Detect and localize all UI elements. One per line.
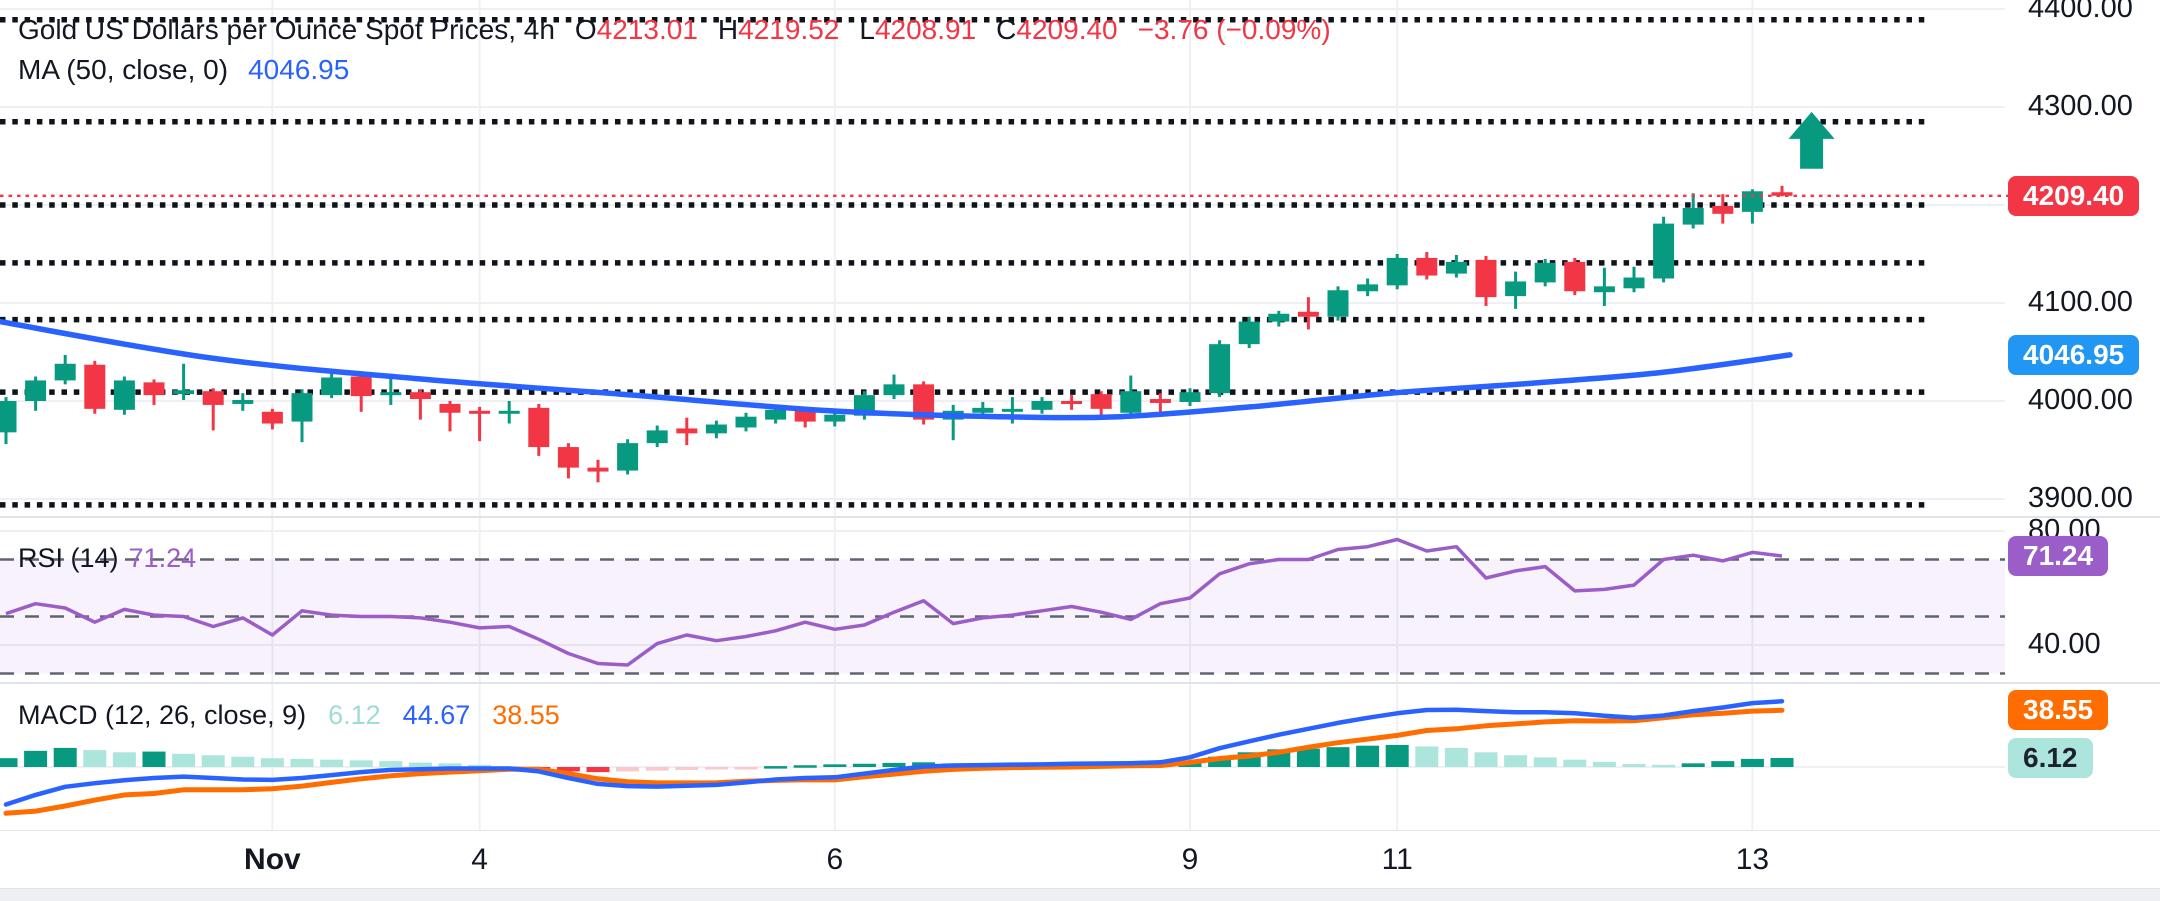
time-axis-label: 13 bbox=[1735, 843, 1770, 876]
rsi-axis-label: 40.00 bbox=[2028, 628, 2101, 660]
low-label: L bbox=[859, 14, 875, 45]
macd-hist-badge: 6.12 bbox=[2008, 738, 2093, 778]
ma-label: MA (50, close, 0) bbox=[18, 54, 229, 85]
time-axis-label: 4 bbox=[471, 843, 488, 876]
time-axis-label: Nov bbox=[244, 843, 301, 876]
macd-main-line bbox=[3, 699, 1785, 807]
macd-histogram bbox=[0, 744, 1794, 773]
symbol-legend: Gold US Dollars per Ounce Spot Prices, 4… bbox=[18, 14, 1331, 46]
macd-signal-line bbox=[3, 707, 1785, 816]
close-label: C bbox=[996, 14, 1017, 45]
price-axis-label: 4400.00 bbox=[2028, 0, 2133, 24]
rsi-line bbox=[5, 537, 1783, 667]
high-label: H bbox=[717, 14, 739, 45]
time-axis-label: 6 bbox=[826, 843, 844, 876]
bottom-strip bbox=[0, 888, 2160, 901]
open-value: 4213.01 bbox=[596, 14, 698, 45]
last-price-badge: 4209.40 bbox=[2008, 175, 2140, 216]
rsi-value-badge: 71.24 bbox=[2008, 535, 2109, 576]
rsi-label: RSI (14) bbox=[18, 543, 119, 573]
macd-signal-value: 38.55 bbox=[492, 700, 560, 730]
time-axis-label: 9 bbox=[1181, 843, 1199, 876]
gridlines-layer bbox=[0, 0, 2005, 831]
price-axis-label: 4100.00 bbox=[2028, 286, 2133, 318]
macd-line-value: 44.67 bbox=[402, 700, 471, 730]
rsi-legend: RSI (14) 71.24 bbox=[18, 543, 196, 574]
price-axis-label: 4000.00 bbox=[2028, 384, 2133, 416]
price-axis[interactable]: 4400.00 4300.00 4100.00 4000.00 3900.00 80.00… bbox=[2005, 0, 2160, 888]
ma50-line bbox=[0, 318, 1793, 421]
macd-signal-badge: 38.55 bbox=[2008, 690, 2109, 731]
price-axis-label: 3900.00 bbox=[2028, 482, 2133, 514]
time-axis-label: 11 bbox=[1381, 843, 1413, 876]
symbol-title: Gold US Dollars per Ounce Spot Prices, 4… bbox=[18, 14, 555, 45]
time-axis[interactable]: Nov 4 6 9 11 13 bbox=[0, 831, 2160, 888]
ma-value: 4046.95 bbox=[248, 54, 350, 85]
ma-value-badge: 4046.95 bbox=[2008, 334, 2140, 375]
dotted-levels-layer bbox=[0, 17, 1925, 508]
open-label: O bbox=[574, 14, 597, 45]
up-arrow-marker bbox=[1788, 111, 1835, 169]
candles-layer bbox=[0, 185, 1793, 483]
high-value: 4219.52 bbox=[738, 14, 840, 45]
macd-hist-value: 6.12 bbox=[328, 700, 381, 730]
low-value: 4208.91 bbox=[874, 14, 977, 45]
macd-legend: MACD (12, 26, close, 9) 6.12 44.67 38.55 bbox=[18, 700, 560, 731]
ma-legend: MA (50, close, 0) 4046.95 bbox=[18, 54, 349, 86]
rsi-value: 71.24 bbox=[128, 543, 197, 573]
change-value: −3.76 (−0.09%) bbox=[1137, 14, 1331, 45]
price-axis-label: 4300.00 bbox=[2028, 90, 2133, 122]
macd-label: MACD (12, 26, close, 9) bbox=[18, 700, 307, 730]
close-value: 4209.40 bbox=[1016, 14, 1118, 45]
